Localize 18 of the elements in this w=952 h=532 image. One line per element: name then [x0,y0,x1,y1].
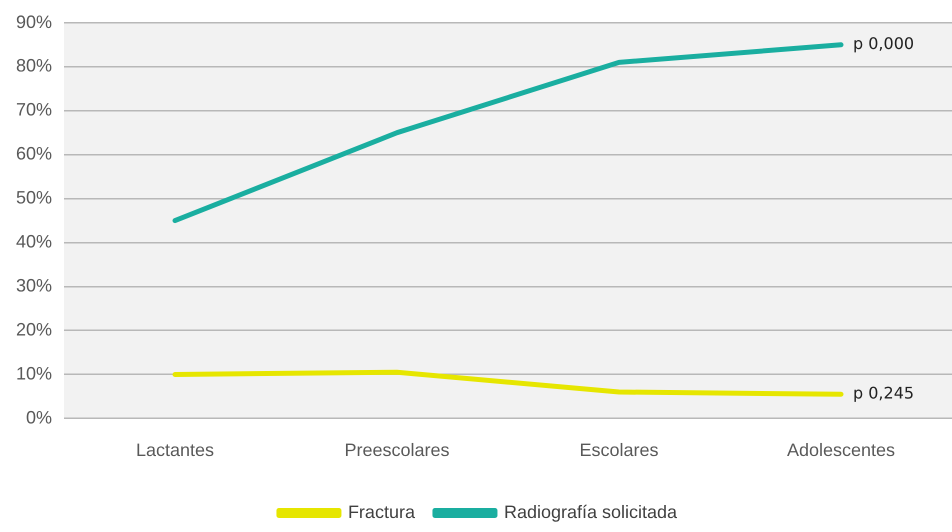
y-tick-label: 0% [26,407,52,428]
y-tick-label: 50% [16,188,52,208]
y-tick-label: 10% [16,363,52,384]
legend-label: Fractura [348,502,416,522]
y-tick-label: 90% [16,12,52,32]
y-tick-label: 20% [16,319,52,340]
y-tick-label: 40% [16,232,52,252]
x-tick-label: Escolares [579,440,659,460]
y-tick-label: 70% [16,100,52,120]
legend-label: Radiografía solicitada [504,502,678,522]
x-tick-label: Preescolares [344,440,450,460]
y-tick-label: 80% [16,56,52,76]
annotation: p 0,245 [853,383,914,402]
y-tick-label: 60% [16,144,52,164]
x-tick-label: Adolescentes [786,440,896,460]
annotation: p 0,000 [853,34,914,53]
y-tick-label: 30% [16,276,52,296]
x-tick-label: Lactantes [136,440,214,460]
